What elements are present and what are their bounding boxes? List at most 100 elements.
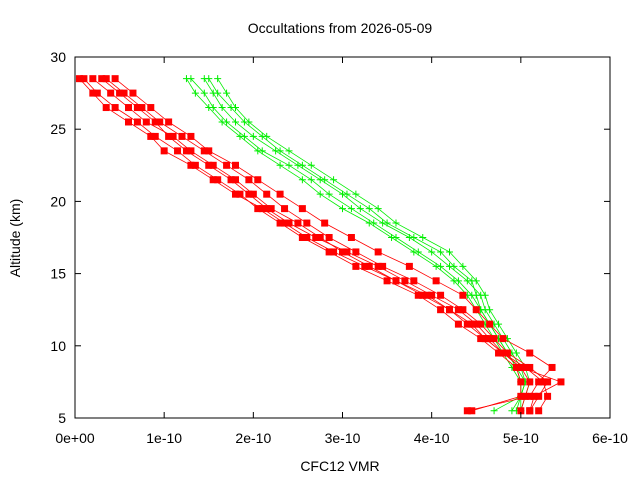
data-point [232, 190, 239, 198]
x-tick-label: 2e-10 [235, 430, 271, 446]
x-tick-label: 5e-10 [503, 430, 539, 446]
data-point [227, 176, 235, 184]
data-point [249, 190, 257, 198]
data-point [209, 176, 217, 184]
data-point [111, 104, 119, 112]
data-point [383, 277, 391, 285]
data-point [539, 378, 547, 386]
data-point [432, 277, 440, 285]
data-point [428, 291, 436, 299]
data-point [120, 89, 128, 97]
data-point [267, 205, 275, 213]
x-tick-label: 1e-10 [146, 430, 182, 446]
data-point [321, 176, 329, 184]
data-point [281, 205, 289, 213]
data-point [339, 205, 346, 213]
data-point [223, 89, 231, 97]
data-point [254, 147, 262, 155]
data-point [459, 291, 467, 299]
data-point [223, 161, 231, 169]
data-point [512, 363, 520, 371]
data-point [218, 104, 226, 112]
data-point [477, 320, 485, 328]
data-point [232, 118, 239, 126]
data-point [495, 320, 503, 328]
data-point [517, 392, 525, 400]
data-point [343, 248, 351, 256]
data-point [182, 147, 190, 155]
data-point [481, 291, 489, 299]
data-point [486, 320, 494, 328]
data-point [200, 89, 208, 97]
data-point [392, 277, 400, 285]
data-point [205, 161, 213, 169]
data-point [191, 89, 199, 97]
data-point [414, 291, 422, 299]
data-point [535, 392, 543, 400]
data-point [526, 392, 534, 400]
data-point [227, 104, 235, 112]
data-point [214, 176, 222, 184]
series-line-9 [186, 78, 522, 411]
data-point [557, 378, 565, 386]
data-point [463, 320, 471, 328]
data-point [218, 118, 226, 126]
series-6 [187, 75, 525, 415]
data-point [93, 89, 101, 97]
data-point [526, 349, 534, 357]
data-point [530, 392, 538, 400]
data-point [245, 190, 253, 198]
data-point [138, 104, 146, 112]
data-point [535, 378, 543, 386]
data-point [254, 176, 262, 184]
data-point [321, 219, 329, 227]
data-point [454, 306, 462, 314]
data-point [365, 205, 373, 213]
data-point [80, 75, 88, 83]
data-point [437, 291, 445, 299]
data-point [312, 234, 320, 241]
data-point [151, 132, 159, 140]
y-tick-label: 15 [50, 266, 66, 282]
data-point [459, 306, 467, 314]
data-point [459, 262, 467, 270]
data-point [298, 205, 306, 213]
data-point [232, 161, 239, 169]
data-point [490, 335, 498, 343]
data-point [463, 407, 471, 415]
data-point [446, 306, 453, 314]
data-point [374, 262, 382, 270]
data-point [263, 205, 271, 213]
data-point [410, 277, 418, 285]
y-axis-label: Altitude (km) [7, 199, 23, 278]
data-point [432, 262, 440, 270]
series-line-4 [79, 78, 562, 411]
data-point [254, 205, 262, 213]
data-point [303, 234, 311, 241]
data-point [102, 104, 110, 112]
data-point [544, 378, 552, 386]
data-point [236, 132, 244, 140]
data-point [107, 89, 115, 97]
data-point [165, 132, 173, 140]
series-2 [80, 75, 525, 415]
data-point [521, 392, 529, 400]
data-point [75, 75, 83, 83]
data-point [468, 277, 476, 285]
x-tick-label: 3e-10 [325, 430, 361, 446]
data-point [330, 248, 338, 256]
data-point [276, 190, 284, 198]
data-point [352, 248, 360, 256]
data-point [316, 234, 324, 241]
data-point [116, 89, 124, 97]
data-point [187, 161, 195, 169]
data-point [160, 147, 168, 155]
data-point [187, 147, 195, 155]
data-point [437, 306, 445, 314]
data-point [232, 176, 239, 184]
data-point [325, 190, 333, 198]
data-point [285, 219, 293, 227]
data-point [486, 335, 494, 343]
series-layer [75, 75, 565, 415]
